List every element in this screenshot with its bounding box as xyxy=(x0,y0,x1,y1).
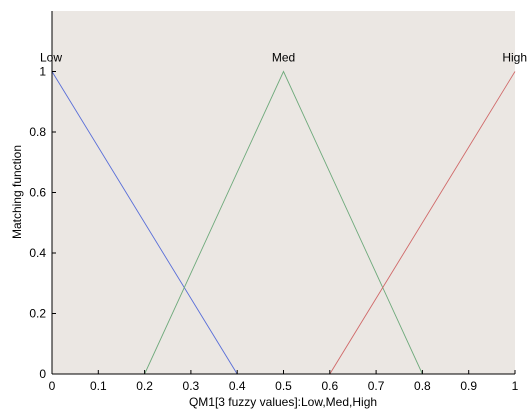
x-tick-label: 0.2 xyxy=(136,379,153,393)
x-tick-label: 1 xyxy=(512,379,519,393)
x-tick-label: 0.4 xyxy=(229,379,246,393)
y-tick-label: 1 xyxy=(39,65,46,79)
x-tick-label: 0.1 xyxy=(90,379,107,393)
x-axis-label: QM1[3 fuzzy values]:Low,Med,High xyxy=(189,395,377,409)
x-tick-label: 0.6 xyxy=(321,379,338,393)
y-tick-label: 0.8 xyxy=(29,125,46,139)
x-tick-label: 0.3 xyxy=(183,379,200,393)
series-label-high: High xyxy=(502,51,527,65)
series-label-med: Med xyxy=(272,51,295,65)
y-tick-label: 0.6 xyxy=(29,186,46,200)
x-tick-label: 0.7 xyxy=(368,379,385,393)
y-tick-label: 0 xyxy=(39,367,46,381)
labels-layer: 0 0.1 0.2 0.3 0.4 0.5 0.6 0.7 0.8 0.9 1 0 0.2 0.4 0.6 0… xyxy=(29,51,527,394)
axes-layer xyxy=(51,11,516,375)
y-axis-label: Matching function xyxy=(10,145,24,239)
y-tick-label: 0.2 xyxy=(29,307,46,321)
x-tick-label: 0.9 xyxy=(460,379,477,393)
x-tick-label: 0 xyxy=(49,379,56,393)
series-label-low: Low xyxy=(40,51,62,65)
y-tick-label: 0.4 xyxy=(29,246,46,260)
x-tick-label: 0.8 xyxy=(414,379,431,393)
plot-background xyxy=(52,11,515,374)
x-tick-label: 0.5 xyxy=(275,379,292,393)
